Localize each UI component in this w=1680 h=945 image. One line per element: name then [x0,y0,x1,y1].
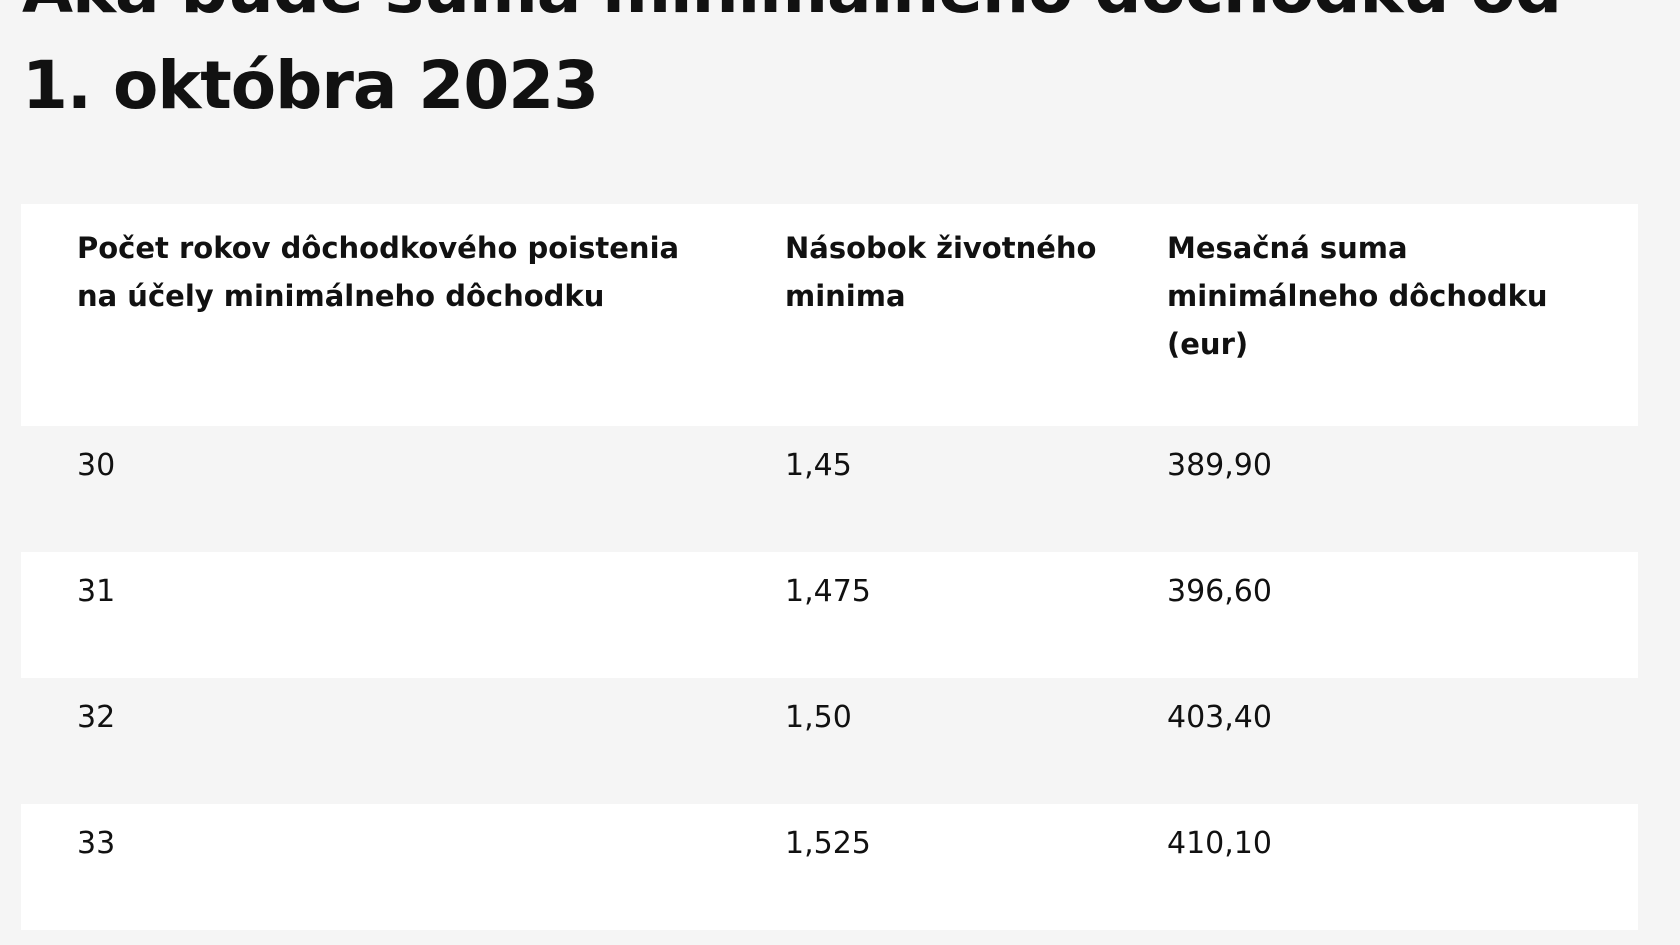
pension-table: Počet rokov dôchodkového poistenia na úč… [21,204,1638,930]
table-row: 33 1,525 410,10 [21,804,1638,930]
cell-monthly-amount: 389,90 [1167,448,1272,483]
cell-monthly-amount: 396,60 [1167,574,1272,609]
cell-insurance-years: 33 [77,826,116,861]
cell-subsistence-multiple: 1,525 [785,826,871,861]
article-title: Aká bude suma minimálneho dôchodku od 1.… [22,0,1562,124]
cell-subsistence-multiple: 1,50 [785,700,852,735]
header-monthly-amount: Mesačná suma minimálneho dôchodku (eur) [1167,231,1548,361]
table-header-row: Počet rokov dôchodkového poistenia na úč… [21,204,1638,426]
header-insurance-years: Počet rokov dôchodkového poistenia na úč… [77,231,680,313]
header-subsistence-multiple: Násobok životného minima [785,231,1097,313]
table-row: 32 1,50 403,40 [21,678,1638,804]
cell-insurance-years: 30 [77,448,116,483]
cell-insurance-years: 32 [77,700,116,735]
table-row: 31 1,475 396,60 [21,552,1638,678]
cell-monthly-amount: 403,40 [1167,700,1272,735]
cell-insurance-years: 31 [77,574,116,609]
table-row: 30 1,45 389,90 [21,426,1638,552]
cell-subsistence-multiple: 1,475 [785,574,871,609]
cell-subsistence-multiple: 1,45 [785,448,852,483]
cell-monthly-amount: 410,10 [1167,826,1272,861]
